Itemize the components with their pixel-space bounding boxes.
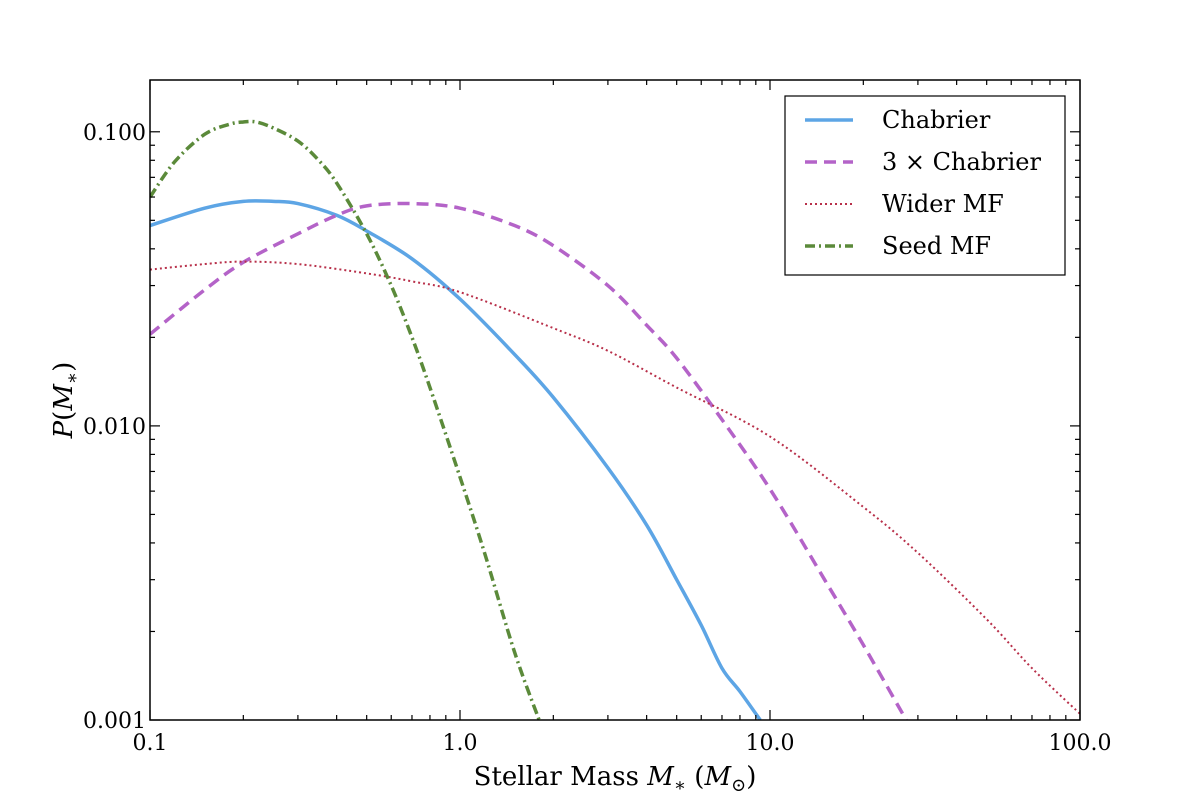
y-tick-label: 0.100: [83, 121, 146, 146]
y-tick-label: 0.001: [83, 709, 146, 734]
series-line-3-chabrier: [150, 201, 908, 720]
legend-items: Chabrier 3 × Chabrier Wider MF Seed MF: [805, 106, 1041, 260]
legend-label-3-chabrier: 3 × Chabrier: [882, 148, 1041, 176]
legend: Chabrier 3 × Chabrier Wider MF Seed MF: [784, 95, 1066, 276]
legend-label-chabrier: Chabrier: [882, 106, 991, 134]
legend-label-wider-mf: Wider MF: [882, 190, 1004, 218]
series-line-chabrier: [150, 199, 762, 720]
y-tick-label: 0.010: [83, 415, 146, 440]
x-tick-label: 10.0: [746, 731, 795, 756]
legend-label-seed-mf: Seed MF: [882, 232, 991, 260]
series-line-wider-mf: [150, 260, 1080, 715]
y-axis-label: P(M∗): [49, 362, 83, 440]
tick-layer: [149, 80, 1081, 721]
plot-frame: [149, 79, 1081, 721]
x-tick-label: 1.0: [443, 731, 478, 756]
series-line-seed-mf: [150, 119, 541, 720]
x-tick-label: 100.0: [1049, 731, 1112, 756]
x-axis-label: Stellar Mass M∗ (M⊙): [474, 762, 757, 796]
tick-label-layer: 0.1 1.0 10.0 100.0 0.001 0.010 0.100: [83, 121, 1111, 756]
series-layer: [150, 119, 1080, 720]
x-tick-label: 0.1: [133, 731, 168, 756]
